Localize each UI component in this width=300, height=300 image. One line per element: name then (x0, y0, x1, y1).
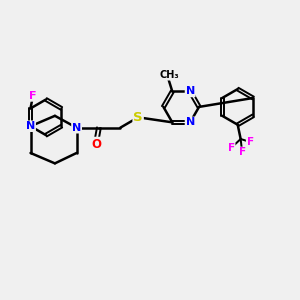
Text: F: F (29, 91, 37, 101)
Text: F: F (228, 143, 235, 153)
Text: CH₃: CH₃ (160, 70, 179, 80)
Text: S: S (133, 111, 143, 124)
Text: N: N (185, 86, 195, 97)
Text: F: F (238, 147, 246, 158)
Text: O: O (91, 138, 101, 151)
Text: N: N (185, 117, 195, 127)
Text: N: N (26, 121, 35, 131)
Text: N: N (72, 123, 81, 133)
Text: F: F (247, 137, 254, 147)
